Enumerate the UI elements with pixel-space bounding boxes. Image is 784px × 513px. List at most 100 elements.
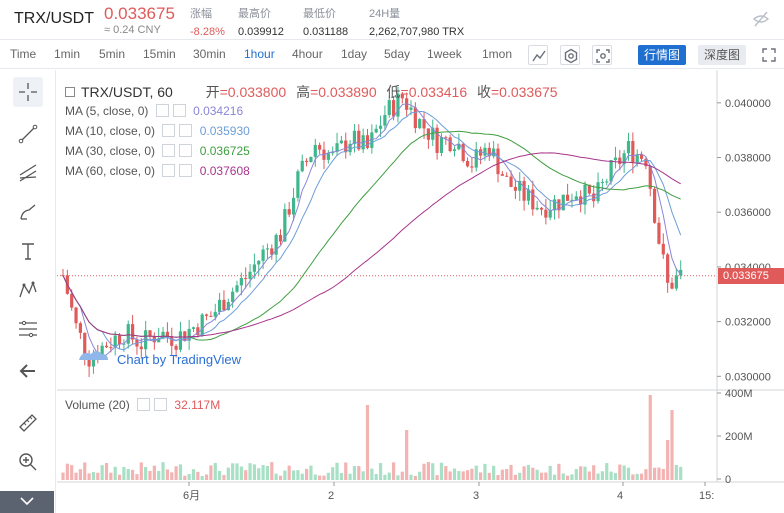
- interval-1week[interactable]: 1week: [427, 47, 462, 61]
- candle-body: [596, 182, 600, 202]
- last-price-label: 0.033675: [718, 267, 784, 284]
- hide-icon[interactable]: [752, 10, 770, 28]
- chart-area[interactable]: 0.0400000.0380000.0360000.0340000.032000…: [57, 70, 784, 513]
- candle-body: [465, 160, 470, 167]
- candle-body: [400, 93, 404, 99]
- volume-bar: [609, 471, 613, 480]
- candle-body: [670, 282, 674, 289]
- candle-body: [213, 311, 217, 317]
- interval-5day[interactable]: 5day: [384, 47, 411, 61]
- fullscreen-icon[interactable]: [762, 48, 776, 62]
- candle-body: [209, 315, 213, 317]
- volume-bar: [209, 465, 213, 480]
- candle-body: [492, 148, 496, 157]
- trendline-tool[interactable]: [13, 119, 43, 149]
- volume-close-icon[interactable]: [154, 398, 168, 411]
- volume-bar: [552, 474, 557, 480]
- collapse-toolbar-button[interactable]: [0, 491, 54, 513]
- candle-body: [326, 153, 330, 160]
- volume-bar: [61, 472, 65, 480]
- ma60-settings-icon[interactable]: [162, 164, 176, 177]
- candle-body: [78, 323, 82, 333]
- interval-30min[interactable]: 30min: [193, 47, 226, 61]
- interval-1day[interactable]: 1day: [341, 47, 368, 61]
- volume-bar: [248, 463, 252, 480]
- screenshot-button[interactable]: [592, 45, 612, 65]
- brush-tool[interactable]: [13, 197, 43, 227]
- stat-high-value: 0.039912: [238, 26, 284, 38]
- volume-bar: [557, 463, 561, 480]
- candle-body: [204, 314, 209, 316]
- interval-5min[interactable]: 5min: [99, 47, 126, 61]
- volume-bar: [322, 475, 326, 480]
- interval-time[interactable]: Time: [10, 47, 37, 61]
- pattern-tool[interactable]: [13, 275, 43, 305]
- candle-body: [252, 264, 256, 272]
- indicator-button[interactable]: [528, 45, 548, 65]
- candle-body: [139, 346, 143, 350]
- volume-bar: [448, 471, 452, 480]
- volume-bar: [566, 475, 570, 480]
- interval-1mon[interactable]: 1mon: [482, 47, 513, 61]
- ruler-tool[interactable]: [13, 408, 43, 438]
- tab-depth-chart[interactable]: 深度图: [698, 45, 747, 65]
- volume-bar: [479, 472, 483, 480]
- ma30-close-icon[interactable]: [179, 144, 193, 157]
- volume-bar: [157, 470, 161, 480]
- interval-4hour[interactable]: 4hour: [292, 47, 323, 61]
- price-chart[interactable]: 0.0400000.0380000.0360000.0340000.032000…: [57, 70, 784, 513]
- interval-1min[interactable]: 1min: [54, 47, 81, 61]
- volume-bar: [65, 463, 69, 480]
- candle-body: [174, 345, 178, 350]
- tradingview-logo-icon: [79, 351, 108, 360]
- crosshair-tool[interactable]: [13, 77, 43, 107]
- volume-bar: [613, 473, 618, 480]
- text-tool[interactable]: [13, 236, 43, 266]
- volume-bar: [113, 466, 117, 480]
- volume-bar: [439, 462, 444, 480]
- ma10-settings-icon[interactable]: [162, 124, 176, 137]
- ma10-close-icon[interactable]: [179, 124, 193, 137]
- candle-body: [191, 327, 196, 329]
- candle-body: [618, 157, 622, 165]
- interval-15min[interactable]: 15min: [143, 47, 176, 61]
- ma5-close-icon[interactable]: [172, 104, 186, 117]
- volume-settings-icon[interactable]: [137, 398, 151, 411]
- stat-volume: 24H量 2,262,707,980 TRX: [369, 5, 464, 38]
- candle-body: [200, 314, 204, 336]
- volume-bar: [287, 465, 291, 480]
- volume-bar: [244, 470, 248, 480]
- volume-bar: [483, 463, 487, 480]
- volume-bar: [122, 466, 126, 480]
- candle-body: [600, 181, 604, 183]
- zoom-tool[interactable]: [13, 447, 43, 477]
- legend-open-label: 开: [205, 84, 220, 100]
- volume-bar: [83, 462, 87, 480]
- candle-body: [552, 199, 557, 211]
- tab-market-chart[interactable]: 行情图: [638, 45, 687, 65]
- ma60-close-icon[interactable]: [179, 164, 193, 177]
- volume-bar: [170, 472, 174, 480]
- candle-body: [674, 275, 678, 289]
- ma5-settings-icon[interactable]: [155, 104, 169, 117]
- trendline-icon: [18, 124, 38, 144]
- volume-bar: [513, 474, 517, 480]
- volume-bar: [661, 468, 665, 480]
- settings-icon[interactable]: [181, 86, 194, 99]
- back-tool[interactable]: [13, 356, 43, 386]
- volume-bar: [639, 473, 644, 480]
- candle-body: [270, 248, 274, 255]
- volume-bar: [235, 463, 239, 480]
- candle-body: [648, 166, 652, 189]
- fib-tool[interactable]: [13, 314, 43, 344]
- volume-bar: [548, 465, 552, 480]
- volume-bar: [117, 474, 122, 480]
- volume-bar: [104, 463, 109, 480]
- tradingview-credit[interactable]: Chart by TradingView: [117, 352, 242, 367]
- pitchfork-tool[interactable]: [13, 158, 43, 188]
- candle-body: [666, 254, 670, 283]
- interval-1hour[interactable]: 1hour: [244, 47, 275, 61]
- settings-button[interactable]: [560, 45, 580, 65]
- collapse-legend-icon[interactable]: [65, 87, 75, 97]
- ma30-settings-icon[interactable]: [162, 144, 176, 157]
